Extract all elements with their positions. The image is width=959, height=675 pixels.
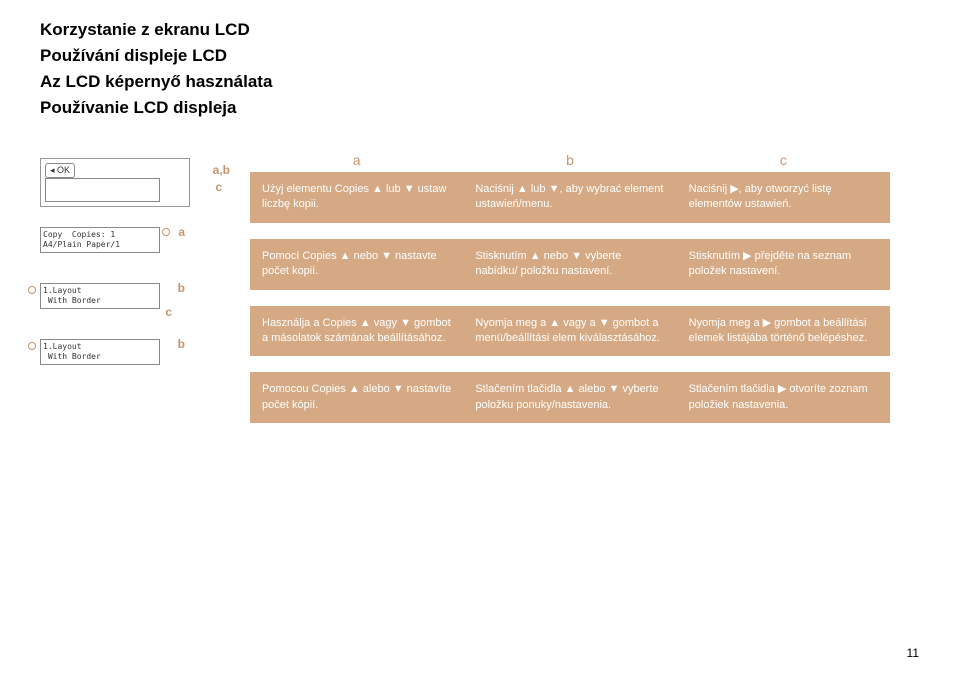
page-number: 11	[907, 646, 919, 660]
spacer	[250, 223, 890, 239]
label-c-top: c	[215, 180, 222, 194]
ok-button: ◂ OK	[45, 163, 75, 178]
cell-hu-b: Nyomja meg a ▲ vagy a ▼ gombot a menü/be…	[463, 306, 676, 357]
col-head-c: c	[677, 148, 890, 172]
label-a: a	[178, 225, 185, 239]
lcd-top: ◂ OK a,b c	[40, 158, 220, 207]
title-sk: Používanie LCD displeja	[40, 98, 919, 118]
cell-cs-b: Stisknutím ▲ nebo ▼ vyberte nabídku/ pol…	[463, 239, 676, 290]
label-ab: a,b	[213, 163, 230, 177]
col-head-a: a	[250, 148, 463, 172]
title-hu: Az LCD képernyő használata	[40, 72, 919, 92]
spacer	[250, 356, 890, 372]
table-row: Használja a Copies ▲ vagy ▼ gombot a más…	[250, 306, 890, 357]
instruction-grid: a b c Użyj elementu Copies ▲ lub ▼ ustaw…	[250, 148, 919, 423]
spacer	[250, 290, 890, 306]
label-b-mid: b	[178, 281, 185, 295]
arrow-indicator-bot	[28, 341, 36, 353]
title-pl: Korzystanie z ekranu LCD	[40, 20, 919, 40]
lcd-top-outer: ◂ OK	[40, 158, 190, 207]
lcd-bot: 1.Layout With Border b	[40, 339, 220, 365]
col-head-b: b	[463, 148, 676, 172]
arrow-indicator-mid	[28, 285, 36, 297]
lcd-mid-text: 1.Layout With Border	[40, 283, 160, 309]
cell-pl-b: Naciśnij ▲ lub ▼, aby wybrać element ust…	[463, 172, 676, 223]
title-cs: Používání displeje LCD	[40, 46, 919, 66]
label-c-mid: c	[165, 305, 172, 319]
lcd-illustrations: ◂ OK a,b c Copy Copies: 1 A4/Plain Paper…	[40, 148, 220, 423]
lcd-mid: 1.Layout With Border b c	[40, 283, 220, 309]
title-block: Korzystanie z ekranu LCD Používání displ…	[40, 20, 919, 118]
table-row: Pomocí Copies ▲ nebo ▼ nastavte počet ko…	[250, 239, 890, 290]
lcd-top-inner	[45, 178, 160, 202]
cell-cs-a: Pomocí Copies ▲ nebo ▼ nastavte počet ko…	[250, 239, 463, 290]
cell-pl-a: Użyj elementu Copies ▲ lub ▼ ustaw liczb…	[250, 172, 463, 223]
cell-hu-a: Használja a Copies ▲ vagy ▼ gombot a más…	[250, 306, 463, 357]
table-header-row: a b c	[250, 148, 890, 172]
callout-circle-a	[162, 228, 170, 236]
cell-sk-c: Stlačením tlačidla ▶ otvoríte zoznam pol…	[677, 372, 890, 423]
cell-pl-c: Naciśnij ▶, aby otworzyć listę elementów…	[677, 172, 890, 223]
main-content: ◂ OK a,b c Copy Copies: 1 A4/Plain Paper…	[40, 148, 919, 423]
cell-cs-c: Stisknutím ▶ přejděte na seznam položek …	[677, 239, 890, 290]
lcd-lines: Copy Copies: 1 A4/Plain Paper/1 a	[40, 227, 220, 253]
table-row: Użyj elementu Copies ▲ lub ▼ ustaw liczb…	[250, 172, 890, 223]
lcd-bot-text: 1.Layout With Border	[40, 339, 160, 365]
lcd-copy-text: Copy Copies: 1 A4/Plain Paper/1	[40, 227, 160, 253]
cell-hu-c: Nyomja meg a ▶ gombot a beállítási eleme…	[677, 306, 890, 357]
label-b-bot: b	[178, 337, 185, 351]
cell-sk-b: Stlačením tlačidla ▲ alebo ▼ vyberte pol…	[463, 372, 676, 423]
cell-sk-a: Pomocou Copies ▲ alebo ▼ nastavíte počet…	[250, 372, 463, 423]
instruction-table: a b c Użyj elementu Copies ▲ lub ▼ ustaw…	[250, 148, 890, 423]
table-row: Pomocou Copies ▲ alebo ▼ nastavíte počet…	[250, 372, 890, 423]
